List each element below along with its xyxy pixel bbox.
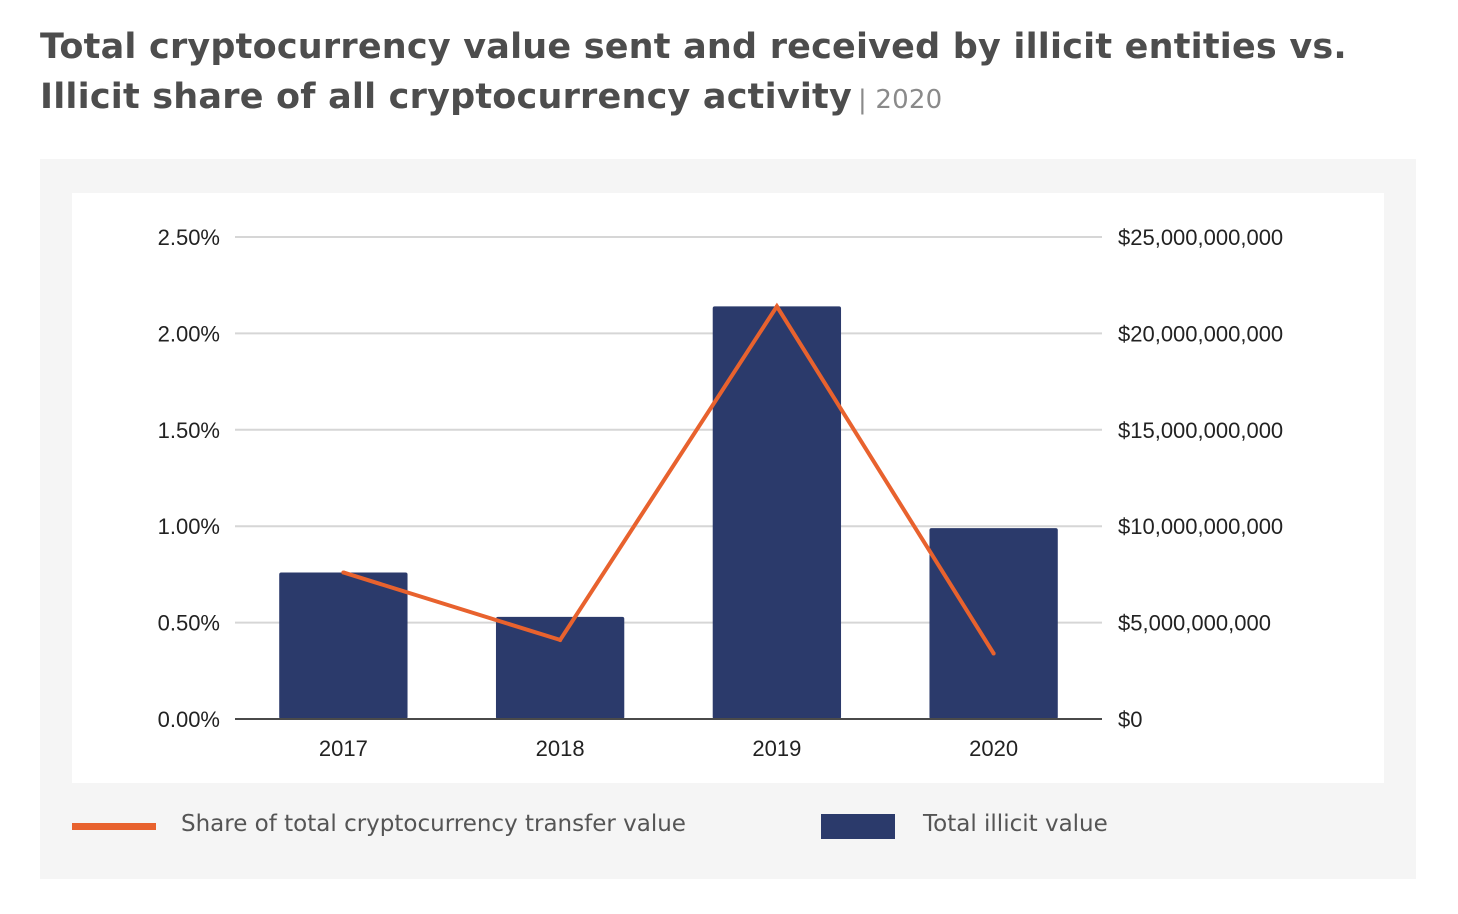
legend-line-swatch [72,823,156,830]
chart-title-line-2: Illicit share of all cryptocurrency acti… [40,72,1430,125]
share-point-2020 [991,651,996,656]
chart-title-line-2-text: Illicit share of all cryptocurrency acti… [40,77,852,117]
legend-item-total: Total illicit value [821,809,1341,849]
chart-title: Total cryptocurrency value sent and rece… [40,22,1430,125]
x-tick-label-2020: 2020 [969,736,1018,761]
x-tick-label-2018: 2018 [536,736,585,761]
bar-2017 [279,572,408,719]
chart-panel: 0.00% 0.50% 1.00% 1.50% 2.00% 2.50% $0 $5,000,0… [40,159,1416,879]
share-line-path [342,302,996,655]
bar-2018 [495,616,625,719]
share-point-2018 [558,637,563,642]
y-right-tick-label-2: $10,000,000,000 [1118,514,1283,539]
share-point-2017 [341,570,346,575]
y-left-tick-label-1: 0.50% [158,611,220,636]
share-line [341,302,996,656]
legend-bar-swatch [821,814,895,839]
y-right-tick-label-0: $0 [1118,707,1142,732]
bar-2020 [929,528,1058,719]
x-tick-label-2019: 2019 [752,736,801,761]
combo-chart: 0.00% 0.50% 1.00% 1.50% 2.00% 2.50% $0 $5,000,0… [158,225,1284,761]
legend-label-total: Total illicit value [923,811,1108,837]
y-left-tick-label-5: 2.50% [158,225,220,250]
y-right-tick-label-1: $5,000,000,000 [1118,611,1271,636]
legend-item-share: Share of total cryptocurrency transfer v… [72,809,772,849]
y-right-tick-label-5: $25,000,000,000 [1118,225,1283,250]
y-left-tick-label-3: 1.50% [158,418,220,443]
chart-subtitle: | 2020 [857,85,943,115]
tick-labels: 0.00% 0.50% 1.00% 1.50% 2.00% 2.50% $0 $5,000,0… [158,225,1284,761]
legend-label-share: Share of total cryptocurrency transfer v… [181,811,686,837]
y-right-tick-label-3: $15,000,000,000 [1118,418,1283,443]
legend: Share of total cryptocurrency transfer v… [72,809,1384,849]
share-point-2019 [774,304,779,309]
y-left-tick-label-0: 0.00% [158,707,220,732]
bars [279,306,1058,719]
y-right-tick-label-4: $20,000,000,000 [1118,321,1283,346]
plot-area: 0.00% 0.50% 1.00% 1.50% 2.00% 2.50% $0 $5,000,0… [72,193,1384,783]
y-left-tick-label-2: 1.00% [158,514,220,539]
chart-title-line-1: Total cryptocurrency value sent and rece… [40,27,1347,67]
bar-2019 [712,306,842,719]
y-left-tick-label-4: 2.00% [158,321,220,346]
x-tick-label-2017: 2017 [319,736,368,761]
